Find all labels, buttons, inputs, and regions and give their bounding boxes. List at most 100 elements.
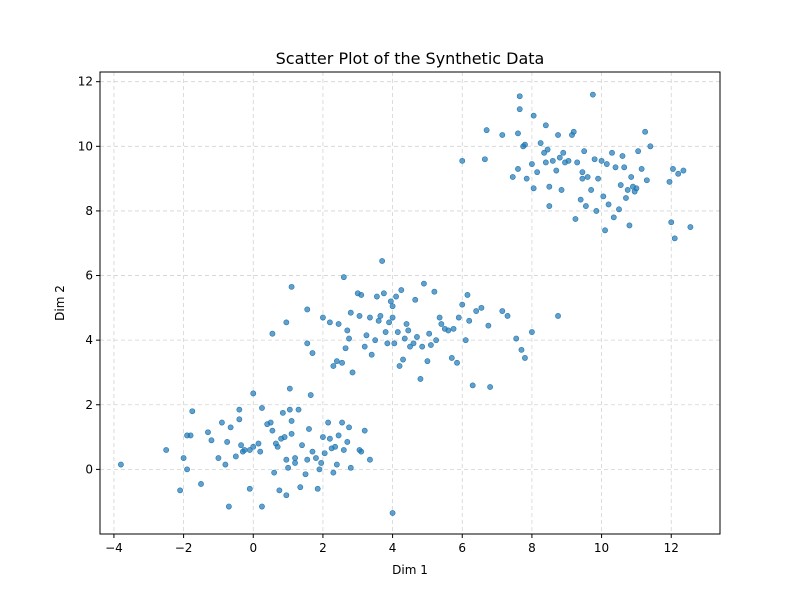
scatter-point — [384, 340, 391, 347]
scatter-point — [394, 329, 401, 335]
scatter-point — [579, 169, 586, 176]
scatter-point — [574, 159, 581, 166]
scatter-point — [180, 455, 187, 461]
scatter-point — [483, 127, 490, 134]
scatter-point — [623, 195, 629, 201]
scatter-point — [419, 343, 426, 350]
scatter-point — [555, 313, 561, 319]
scatter-point — [309, 350, 316, 356]
scatter-point — [570, 128, 577, 135]
scatter-point — [286, 385, 293, 392]
scatter-point — [529, 329, 535, 335]
scatter-point — [513, 335, 520, 342]
scatter-point — [603, 161, 610, 167]
scatter-point — [307, 392, 314, 398]
scatter-point — [198, 481, 204, 487]
y-tick-label: 6 — [85, 269, 93, 283]
x-tick-label: 0 — [249, 541, 257, 555]
x-axis-ticks: −4 −2 0 2 4 6 8 10 12 — [105, 534, 679, 555]
scatter-point — [374, 293, 380, 300]
scatter-point — [407, 343, 413, 350]
scatter-point — [389, 314, 396, 321]
scatter-point — [584, 174, 591, 180]
scatter-point — [530, 112, 537, 119]
scatter-point — [184, 466, 190, 473]
scatter-point — [638, 166, 645, 172]
scatter-point — [224, 439, 231, 445]
scatter-point — [292, 460, 298, 466]
scatter-point — [523, 175, 530, 182]
scatter-point — [380, 290, 387, 297]
scatter-point — [339, 419, 345, 426]
scatter-point — [522, 355, 528, 361]
scatter-point — [642, 128, 649, 135]
scatter-point — [363, 332, 370, 339]
scatter-point — [485, 322, 492, 329]
x-tick-label: −4 — [105, 541, 123, 555]
scatter-point — [509, 174, 516, 180]
scatter-point — [304, 456, 311, 463]
scatter-point — [367, 314, 373, 321]
scatter-point — [236, 416, 243, 423]
scatter-point — [647, 143, 654, 150]
scatter-point — [595, 175, 601, 182]
scatter-point — [368, 351, 375, 358]
scatter-point — [421, 280, 427, 287]
scatter-point — [279, 409, 286, 416]
scatter-point — [163, 447, 170, 453]
scatter-point — [469, 382, 476, 389]
scatter-point — [250, 390, 257, 397]
scatter-point — [318, 460, 325, 466]
scatter-point — [426, 330, 433, 337]
scatter-point — [288, 430, 295, 437]
x-axis-label: Dim 1 — [392, 563, 428, 577]
scatter-point — [255, 440, 262, 447]
scatter-point — [520, 143, 527, 150]
scatter-point — [295, 406, 302, 413]
x-tick-label: 2 — [319, 541, 327, 555]
scatter-point — [377, 313, 384, 319]
scatter-point — [387, 298, 394, 305]
scatter-point — [361, 343, 368, 350]
scatter-point — [544, 146, 551, 153]
scatter-point — [417, 376, 424, 382]
scatter-point — [246, 485, 253, 492]
data-points — [117, 91, 694, 516]
scatter-point — [579, 175, 586, 182]
scatter-point — [591, 156, 598, 163]
scatter-point — [269, 427, 276, 434]
scatter-point — [326, 319, 333, 326]
scatter-point — [267, 419, 274, 426]
scatter-point — [330, 469, 337, 476]
scatter-point — [332, 443, 339, 450]
scatter-point — [555, 132, 561, 138]
scatter-point — [687, 224, 694, 230]
y-tick-label: 12 — [78, 75, 93, 89]
scatter-point — [335, 321, 342, 327]
scatter-point — [393, 293, 399, 300]
scatter-point — [534, 169, 541, 176]
scatter-point — [283, 456, 290, 463]
scatter-point — [306, 426, 312, 432]
scatter-point — [466, 317, 473, 324]
scatter-point — [219, 419, 225, 426]
scatter-point — [358, 292, 365, 298]
x-tick-label: −2 — [175, 541, 193, 555]
scatter-point — [232, 453, 239, 460]
scatter-point — [340, 274, 347, 281]
scatter-point — [333, 461, 340, 468]
y-axis-label: Dim 2 — [53, 285, 67, 321]
scatter-point — [410, 340, 417, 347]
scatter-point — [556, 154, 563, 161]
scatter-point — [617, 182, 624, 188]
scatter-point — [616, 206, 622, 213]
scatter-point — [516, 106, 523, 113]
scatter-point — [274, 443, 281, 450]
scatter-point — [459, 157, 466, 164]
scatter-point — [285, 464, 291, 471]
scatter-point — [288, 283, 295, 290]
scatter-point — [515, 130, 521, 137]
scatter-point — [668, 219, 675, 226]
